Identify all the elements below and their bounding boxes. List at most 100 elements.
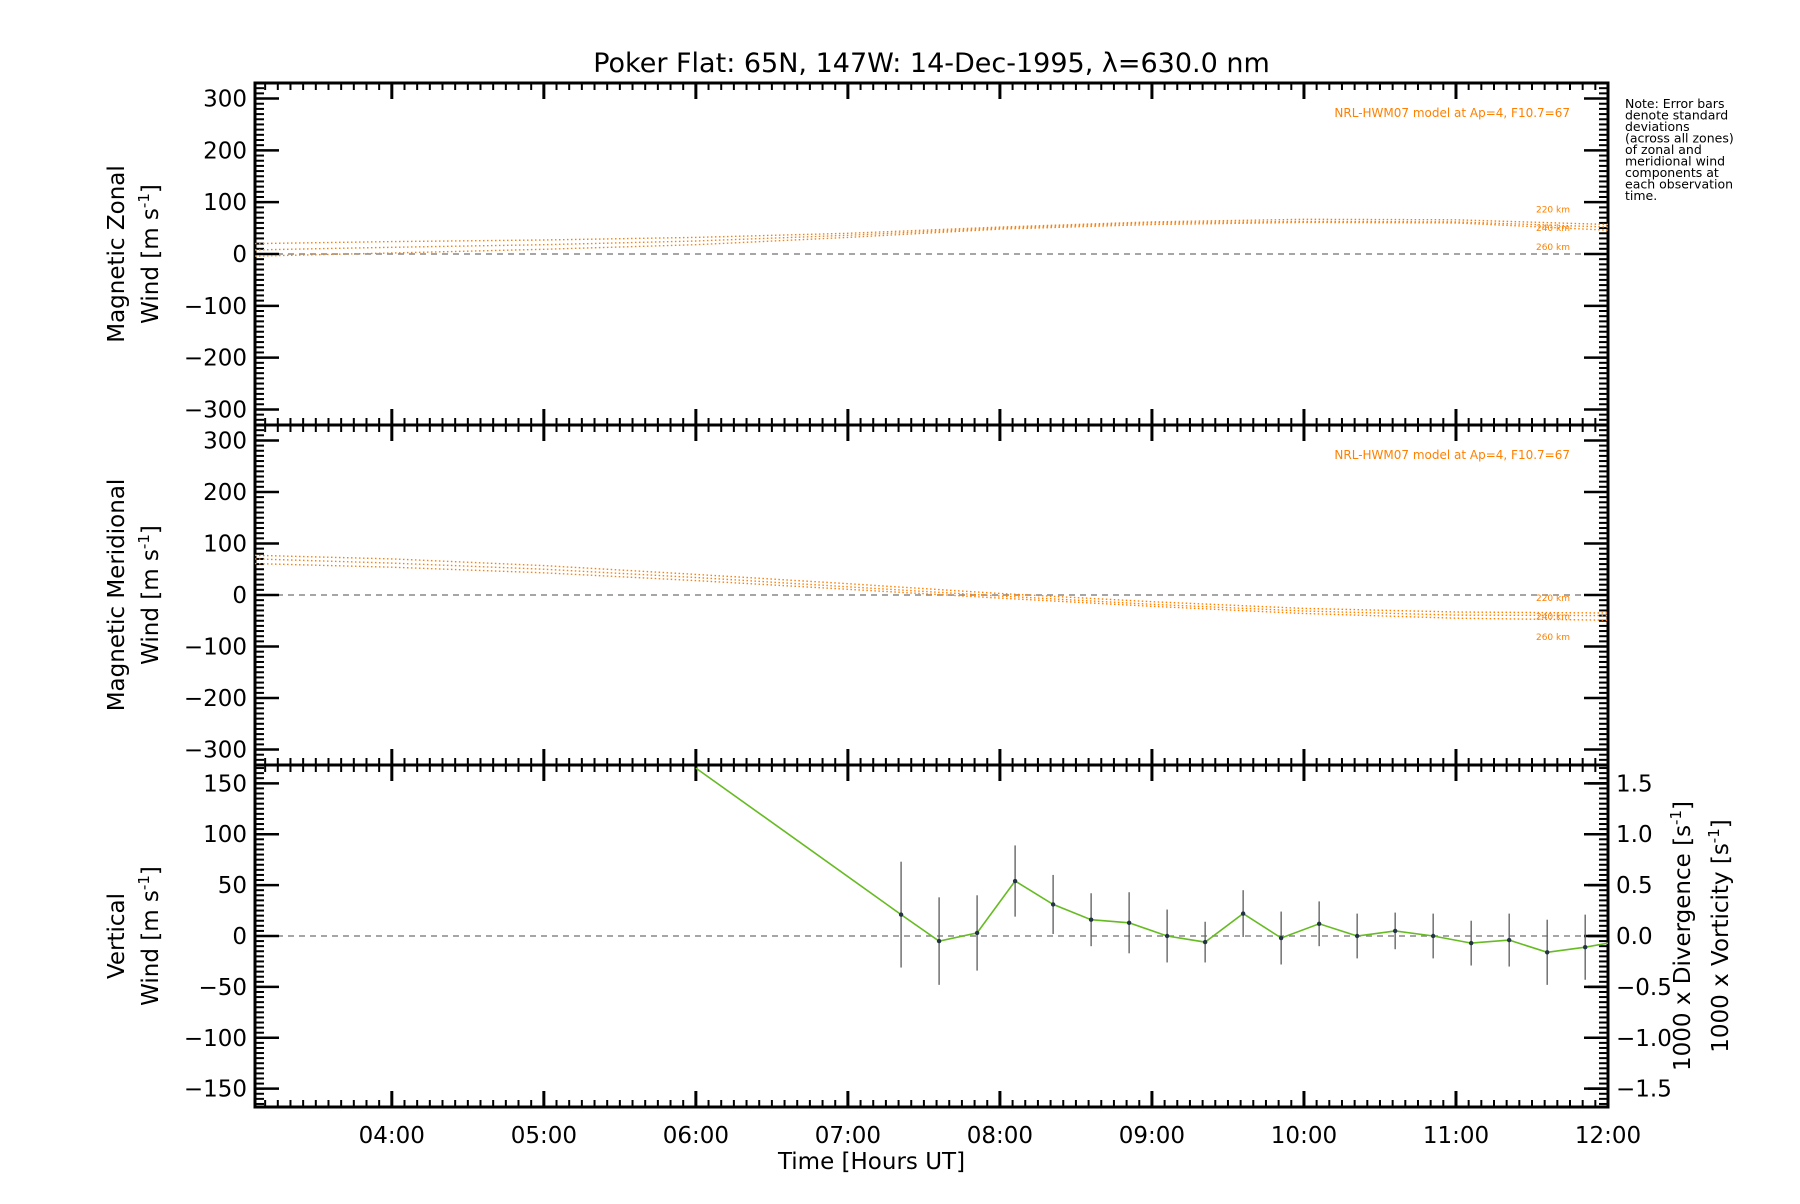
vorticity-axis-title: 1000 x Vorticity [s-1]	[1705, 819, 1734, 1053]
altitude-label: 260 km	[1536, 633, 1570, 643]
x-tick-label: 05:00	[511, 1123, 577, 1149]
y-tick-label: −50	[198, 975, 247, 1001]
x-tick-label: 08:00	[967, 1123, 1033, 1149]
y-axis-units-text: Wind [m s	[138, 549, 164, 665]
y-tick-label: 100	[203, 531, 247, 557]
divergence-axis-title: 1000 x Divergence [s-1]	[1667, 801, 1696, 1071]
model-label: NRL-HWM07 model at Ap=4, F10.7=67	[1334, 106, 1570, 120]
x-axis-title: Time [Hours UT]	[777, 1149, 965, 1175]
y-axis-units-text: Wind [m s	[138, 890, 164, 1006]
data-point	[1582, 944, 1588, 950]
y-axis-units-sup: -1	[135, 534, 153, 549]
note-line: time.	[1625, 188, 1657, 203]
divergence-axis-sup: -1	[1667, 810, 1685, 825]
data-point	[898, 912, 904, 917]
y2-tick-label: 1.5	[1616, 771, 1653, 797]
model-label: NRL-HWM07 model at Ap=4, F10.7=67	[1334, 448, 1570, 462]
y-tick-label: 0	[232, 924, 247, 950]
vorticity-axis-sup: -1	[1705, 828, 1723, 843]
altitude-label: 220 km	[1536, 205, 1570, 215]
y-axis-units-sup: -1	[135, 875, 153, 890]
y-tick-label: −100	[184, 635, 247, 661]
y-axis-units-text: Wind [m s	[138, 208, 164, 324]
data-point	[1126, 920, 1132, 925]
y-axis-units-end: ]	[138, 866, 164, 875]
data-point	[1164, 933, 1170, 939]
y-tick-label: −300	[184, 738, 247, 764]
data-point	[1354, 933, 1360, 939]
divergence-axis-end: ]	[1670, 801, 1696, 810]
y-axis-title-units: Wind [m s-1]	[135, 184, 164, 324]
x-tick-label: 09:00	[1119, 1123, 1185, 1149]
y-tick-label: −200	[184, 346, 247, 372]
y-tick-label: −100	[184, 1026, 247, 1052]
data-point	[1430, 933, 1436, 939]
x-tick-label: 07:00	[815, 1123, 881, 1149]
altitude-label: 260 km	[1536, 243, 1570, 253]
y2-tick-label: 0.0	[1616, 924, 1653, 950]
altitude-label: 240 km	[1536, 224, 1570, 234]
y-tick-label: 0	[232, 242, 247, 268]
model-line-1	[254, 220, 1609, 251]
divergence-axis-text: 1000 x Divergence [s	[1670, 825, 1696, 1071]
y2-tick-label: 0.5	[1616, 873, 1653, 899]
y-tick-label: 100	[203, 190, 247, 216]
y-axis-title: Magnetic Zonal	[104, 165, 130, 343]
note-line: denote standard	[1625, 108, 1728, 123]
y-axis-units-end: ]	[138, 184, 164, 193]
y-axis-units-end: ]	[138, 525, 164, 534]
data-point	[1544, 950, 1550, 955]
data-point	[1050, 902, 1056, 907]
y-axis-title-units: Wind [m s-1]	[135, 866, 164, 1006]
y-tick-label: 300	[203, 428, 247, 454]
note-line: of zonal and	[1625, 142, 1702, 157]
y-tick-label: −300	[184, 397, 247, 423]
y-tick-label: 200	[203, 480, 247, 506]
data-point	[974, 930, 980, 936]
y2-tick-label: −1.5	[1616, 1077, 1672, 1103]
data-point	[1088, 917, 1094, 922]
y-tick-label: −200	[184, 686, 247, 712]
y2-tick-label: −1.0	[1616, 1026, 1672, 1052]
data-point	[1202, 939, 1208, 945]
model-line-1	[254, 558, 1609, 617]
data-point	[1468, 940, 1474, 946]
y-tick-label: −100	[184, 294, 247, 320]
note-line: deviations	[1625, 119, 1690, 134]
x-tick-label: 06:00	[663, 1123, 729, 1149]
note-line: each observation	[1625, 177, 1733, 192]
vorticity-axis-text: 1000 x Vorticity [s	[1708, 843, 1734, 1053]
data-point	[1506, 937, 1512, 943]
y-tick-label: 300	[203, 87, 247, 113]
data-point	[1316, 921, 1322, 926]
x-tick-label: 10:00	[1271, 1123, 1337, 1149]
data-point	[936, 938, 942, 944]
y-tick-label: 150	[203, 771, 247, 797]
y-axis-title: Vertical	[104, 893, 130, 979]
x-tick-label: 12:00	[1575, 1123, 1641, 1149]
altitude-label: 220 km	[1536, 594, 1570, 604]
data-point	[1278, 935, 1284, 941]
x-tick-label: 04:00	[359, 1123, 425, 1149]
altitude-label: 240 km	[1536, 613, 1570, 623]
vorticity-axis-end: ]	[1708, 819, 1734, 828]
panel-meridional: 300 200 100 0 −100 −200 −300 Magnetic Meridiona…	[104, 423, 1610, 767]
data-point	[1240, 911, 1246, 916]
y-tick-label: −150	[184, 1077, 247, 1103]
chart-title: Poker Flat: 65N, 147W: 14-Dec-1995, λ=63…	[593, 48, 1270, 79]
y-axis-units-sup: -1	[135, 193, 153, 208]
data-point	[1392, 928, 1398, 934]
note-line: Note: Error bars	[1625, 96, 1724, 111]
y2-tick-label: −0.5	[1616, 975, 1672, 1001]
model-line-2	[254, 221, 1609, 257]
model-line-0	[254, 218, 1609, 245]
y-tick-label: 200	[203, 138, 247, 164]
note-line: meridional wind	[1625, 154, 1725, 169]
model-line-0	[254, 554, 1609, 614]
note-line: (across all zones)	[1625, 131, 1734, 146]
